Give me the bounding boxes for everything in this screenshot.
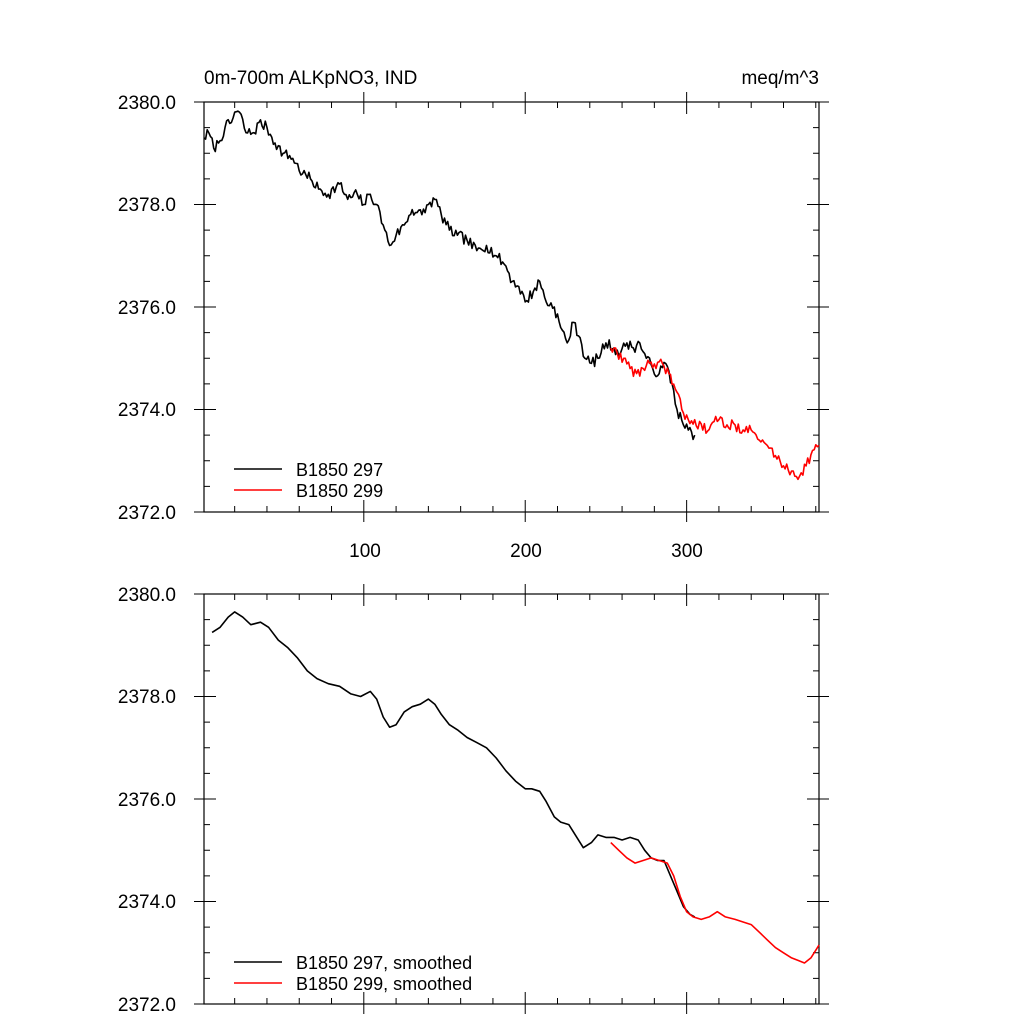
series-line-b1850-299-smoothed xyxy=(610,842,820,964)
legend-label-b1850-297-smoothed: B1850 297, smoothed xyxy=(296,953,472,973)
chart-title: 0m-700m ALKpNO3, IND xyxy=(204,68,417,89)
legend-label-b1850-299: B1850 299 xyxy=(296,481,383,501)
legend-label-b1850-299-smoothed: B1850 299, smoothed xyxy=(296,974,472,994)
y-tick-label: 2380.0 xyxy=(118,585,176,606)
series-line-b1850-299 xyxy=(610,347,820,481)
y-tick-label: 2376.0 xyxy=(118,790,176,811)
y-tick-label: 2372.0 xyxy=(118,503,176,524)
y-tick-label: 2378.0 xyxy=(118,687,176,708)
y-tick-label: 2374.0 xyxy=(118,892,176,913)
units-label: meq/m^3 xyxy=(741,68,819,89)
top-legend: B1850 297 B1850 299 xyxy=(234,460,383,501)
x-tick-label: 200 xyxy=(510,541,542,562)
y-tick-label: 2376.0 xyxy=(118,298,176,319)
top-series-group xyxy=(203,110,820,481)
y-tick-label: 2372.0 xyxy=(118,995,176,1016)
x-tick-label: 100 xyxy=(349,541,381,562)
y-tick-label: 2378.0 xyxy=(118,195,176,216)
bottom-legend: B1850 297, smoothed B1850 299, smoothed xyxy=(234,953,472,994)
top-axis-ticks xyxy=(194,92,829,522)
y-tick-label: 2374.0 xyxy=(118,400,176,421)
legend-label-b1850-297: B1850 297 xyxy=(296,460,383,480)
x-tick-label: 300 xyxy=(671,541,703,562)
bottom-panel: 2380.0 2378.0 2376.0 2374.0 2372.0 B1850… xyxy=(118,584,829,1016)
series-line-b1850-297-smoothed xyxy=(211,611,696,918)
bottom-series-group xyxy=(211,611,820,964)
y-tick-label: 2380.0 xyxy=(118,93,176,114)
bottom-axis-ticks xyxy=(194,584,829,1014)
top-panel: 0m-700m ALKpNO3, IND meq/m^3 2380.0 2378… xyxy=(118,68,829,562)
